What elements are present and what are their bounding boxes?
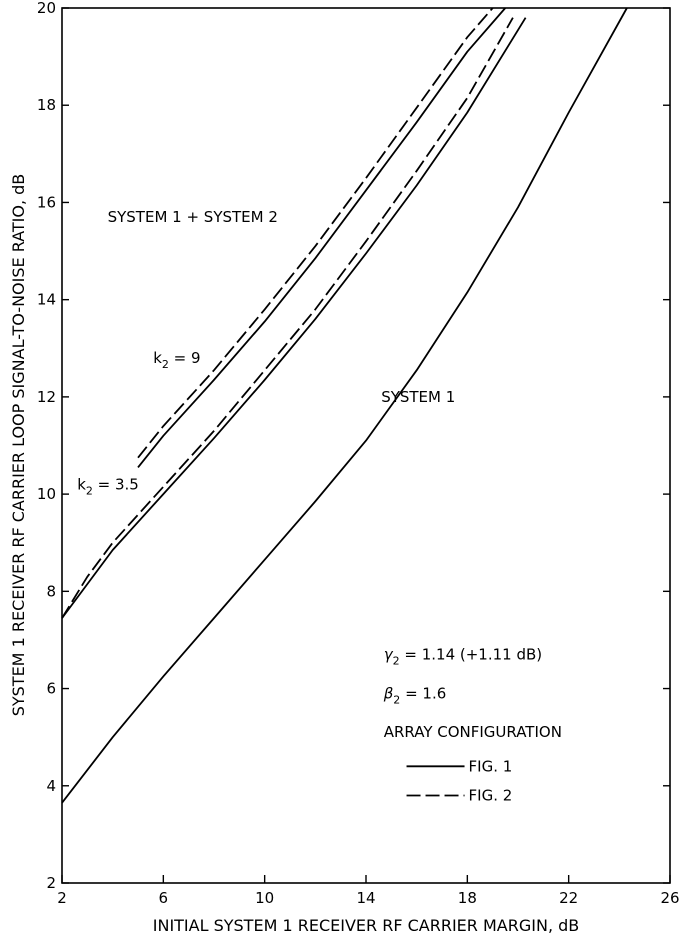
y-tick-labels: 2 4 6 8 10 12 14 16 18 20 (37, 0, 56, 892)
x-axis-label: INITIAL SYSTEM 1 RECEIVER RF CARRIER MAR… (153, 916, 580, 935)
legend-label: FIG. 1 (469, 757, 513, 775)
series-group (61, 7, 628, 804)
legend: FIG. 1 FIG. 2 (406, 757, 513, 805)
plot-frame (61, 7, 671, 884)
y-tick-label: 8 (46, 582, 56, 600)
y-tick-label: 16 (37, 193, 56, 211)
axis-ticks (61, 7, 671, 884)
x-tick-label: 14 (356, 889, 375, 907)
annotation-sys1: SYSTEM 1 (381, 388, 455, 406)
annotation-sys12: SYSTEM 1 + SYSTEM 2 (108, 208, 278, 226)
series-line-2 (61, 17, 527, 619)
series-line-1 (61, 7, 628, 804)
y-tick-label: 20 (37, 0, 56, 17)
x-tick-label: 2 (57, 889, 67, 907)
legend-label: FIG. 2 (469, 787, 513, 805)
y-tick-label: 12 (37, 388, 56, 406)
x-tick-label: 10 (255, 889, 274, 907)
y-tick-label: 2 (46, 874, 56, 892)
annotation-beta: β2 = 1.6 (383, 684, 447, 706)
annotation-group: SYSTEM 1 + SYSTEM 2 k2 = 9 k2 = 3.5 SYSTEM … (77, 208, 562, 741)
series-line-3 (61, 17, 514, 619)
x-tick-label: 22 (559, 889, 578, 907)
y-axis-label: SYSTEM 1 RECEIVER RF CARRIER LOOP SIGNAL… (9, 174, 28, 717)
x-tick-label: 6 (159, 889, 169, 907)
annotation-k9: k2 = 9 (153, 349, 200, 371)
y-tick-label: 10 (37, 485, 56, 503)
y-tick-label: 14 (37, 291, 56, 309)
x-tick-labels: 2 6 10 14 18 22 26 (57, 889, 679, 907)
annotation-arr: ARRAY CONFIGURATION (384, 723, 562, 741)
x-tick-label: 18 (458, 889, 477, 907)
series-line-5 (137, 7, 494, 459)
y-tick-label: 18 (37, 96, 56, 114)
x-tick-label: 26 (660, 889, 679, 907)
y-tick-label: 6 (46, 680, 56, 698)
annotation-k35: k2 = 3.5 (77, 475, 139, 497)
y-tick-label: 4 (46, 777, 56, 795)
series-line-4 (137, 7, 506, 468)
annotation-gamma: γ2 = 1.14 (+1.11 dB) (384, 645, 542, 667)
